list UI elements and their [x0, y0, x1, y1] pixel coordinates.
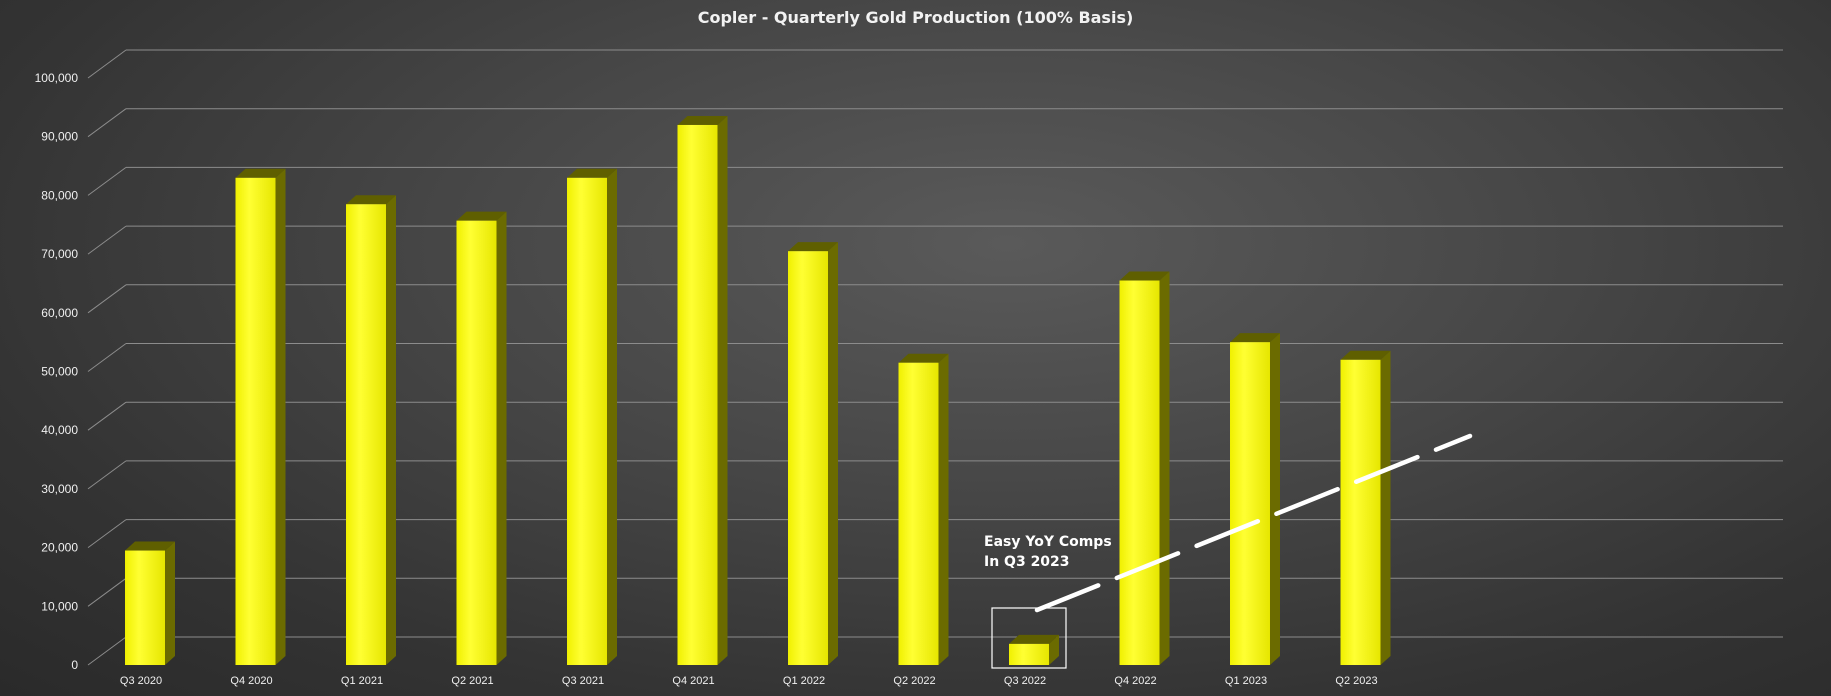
x-tick-label: Q3 2022 [1004, 675, 1046, 687]
bar-top [456, 211, 507, 221]
x-tick-label: Q4 2022 [1114, 675, 1156, 687]
bar [788, 242, 838, 666]
bar-top [898, 353, 949, 363]
bar-top [235, 168, 286, 178]
bar-side [1380, 350, 1391, 665]
bar-front [1119, 280, 1160, 665]
gridline-depth [87, 343, 127, 372]
gridline-depth [87, 49, 127, 79]
bar-front [788, 251, 828, 666]
y-tick-label: 80,000 [41, 188, 78, 202]
x-tick-label: Q1 2022 [783, 675, 825, 687]
x-tick-label: Q2 2023 [1335, 675, 1377, 687]
bar-front [1009, 643, 1049, 665]
y-tick-label: 10,000 [41, 599, 78, 613]
y-tick-label: 40,000 [41, 423, 78, 437]
gridline-depth [87, 519, 127, 549]
gridline-depth [87, 108, 127, 138]
bar [567, 168, 617, 666]
bar-side [717, 115, 728, 665]
bar-side [1159, 271, 1170, 665]
y-tick-label: 60,000 [41, 306, 78, 320]
bar-front [456, 220, 497, 666]
bar-front [1340, 359, 1381, 665]
y-tick-label: 30,000 [41, 482, 78, 496]
bar [1119, 271, 1170, 665]
bar [898, 353, 949, 665]
bar-front [1230, 342, 1270, 665]
gridline-depth [87, 636, 127, 666]
bar-front [346, 204, 386, 665]
x-tick-label: Q4 2021 [672, 675, 714, 687]
gridline-depth [87, 460, 127, 490]
bar-side [496, 211, 507, 666]
bar [1009, 634, 1059, 665]
bar-side [1270, 333, 1280, 665]
x-tick-label: Q1 2023 [1225, 675, 1267, 687]
bar [125, 541, 175, 665]
x-tick-label: Q4 2020 [230, 675, 272, 687]
bar-side [938, 353, 949, 665]
trend-line [1034, 433, 1473, 613]
bar-side [275, 168, 286, 666]
annotation-line-1: Easy YoY Comps [984, 534, 1112, 550]
bar [346, 195, 396, 665]
bar-top [1230, 333, 1280, 343]
bar-top [1119, 271, 1170, 281]
highlight-box [991, 607, 1067, 669]
y-tick-label: 0 [71, 658, 78, 672]
bar-front [125, 550, 165, 665]
bar-top [567, 168, 617, 178]
bar [235, 168, 286, 666]
gridline-depth [87, 166, 127, 196]
bar-front [567, 177, 607, 666]
chart-title: Copler - Quarterly Gold Production (100%… [697, 8, 1134, 27]
gridline-depth [87, 401, 127, 431]
annotation-line-2: In Q3 2023 [984, 554, 1070, 570]
bar-front [235, 177, 276, 666]
y-tick-label: 20,000 [41, 541, 78, 555]
bar-front [677, 124, 718, 665]
bar-top [1340, 350, 1391, 360]
y-tick-label: 70,000 [41, 247, 78, 261]
x-tick-label: Q1 2021 [341, 675, 383, 687]
gridline-depth [87, 577, 127, 607]
bar [456, 211, 507, 666]
bar [677, 115, 728, 665]
x-tick-label: Q2 2021 [451, 675, 493, 687]
bar-side [607, 168, 617, 666]
gridline-depth [87, 225, 127, 255]
y-tick-label: 100,000 [35, 71, 79, 85]
bar-side [1049, 634, 1059, 665]
x-tick-label: Q3 2020 [120, 675, 162, 687]
y-tick-label: 50,000 [41, 365, 78, 379]
bar-front [898, 362, 939, 665]
bar-top [1009, 634, 1059, 644]
bar [1230, 333, 1280, 665]
bar-side [165, 541, 175, 665]
bar-top [125, 541, 175, 551]
bar [1340, 350, 1391, 665]
x-tick-label: Q3 2021 [562, 675, 604, 687]
bar-side [828, 242, 838, 666]
bar-top [788, 242, 838, 252]
gridline-depth [87, 284, 127, 314]
y-tick-label: 90,000 [41, 130, 78, 144]
bar-top [677, 115, 728, 125]
bar-top [346, 195, 396, 205]
bar-side [386, 195, 396, 665]
x-tick-label: Q2 2022 [893, 675, 935, 687]
